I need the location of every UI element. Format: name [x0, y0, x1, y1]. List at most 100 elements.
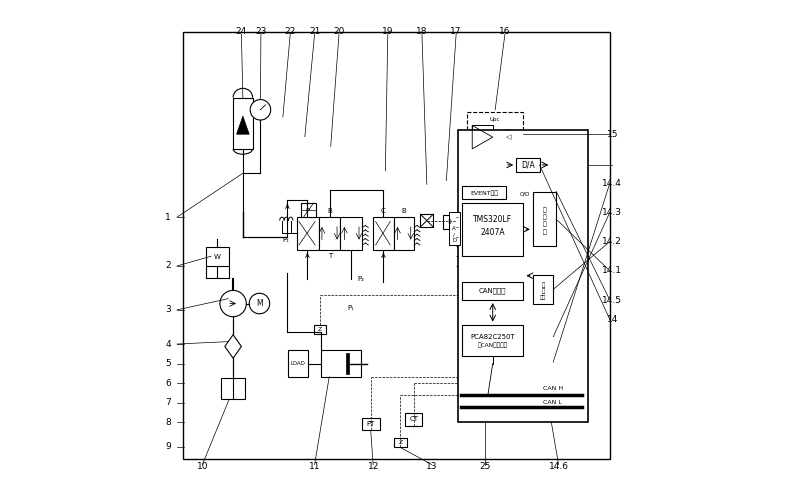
Text: P₁: P₁	[348, 305, 354, 311]
Text: M: M	[256, 299, 262, 308]
Text: 15: 15	[606, 130, 618, 139]
Text: EVENT模块: EVENT模块	[470, 190, 498, 196]
Bar	[421, 214, 433, 227]
Bar	[449, 212, 459, 245]
Text: 11: 11	[309, 462, 320, 470]
Text: 块: 块	[542, 229, 546, 235]
Text: 5: 5	[166, 359, 171, 368]
Text: 19: 19	[382, 27, 394, 36]
Bar	[405, 413, 422, 426]
Text: 12: 12	[367, 462, 379, 470]
Text: 模: 模	[542, 222, 546, 227]
Text: 25: 25	[480, 462, 491, 470]
Bar	[346, 353, 350, 374]
Text: PCA82C250T: PCA82C250T	[470, 334, 515, 340]
Text: A: A	[305, 253, 310, 259]
Bar	[462, 325, 523, 356]
Bar	[462, 282, 523, 300]
Text: 22: 22	[285, 27, 296, 36]
Text: A: A	[286, 204, 290, 210]
Bar	[458, 130, 588, 422]
Bar	[302, 203, 316, 217]
Bar	[462, 186, 506, 199]
Text: P₂: P₂	[358, 276, 365, 282]
Text: （CAN驱动器）: （CAN驱动器）	[478, 342, 508, 348]
Text: 14.5: 14.5	[602, 296, 622, 305]
Text: ◁: ◁	[506, 135, 511, 141]
Bar	[394, 217, 414, 250]
Text: 存: 存	[542, 207, 546, 213]
Text: 23: 23	[255, 27, 266, 36]
Bar	[183, 32, 610, 459]
Text: 24: 24	[236, 27, 247, 36]
Bar	[533, 192, 556, 246]
Text: 10: 10	[197, 462, 208, 470]
Bar	[533, 275, 554, 304]
Text: Upc: Upc	[490, 117, 501, 122]
Bar	[341, 217, 362, 250]
Text: 14.6: 14.6	[549, 462, 569, 470]
Text: 21: 21	[309, 27, 320, 36]
Text: /: /	[454, 232, 455, 237]
Text: 14.1: 14.1	[602, 266, 622, 275]
Text: O/D: O/D	[520, 192, 530, 197]
Bar	[318, 217, 341, 250]
Text: 14: 14	[606, 315, 618, 324]
Text: C: C	[381, 208, 386, 214]
Text: P: P	[306, 208, 310, 214]
Text: B: B	[401, 208, 406, 214]
Bar	[321, 350, 361, 377]
Text: A: A	[381, 253, 386, 259]
Text: D/A: D/A	[521, 161, 534, 169]
Bar	[288, 350, 308, 377]
Text: TMS320LF: TMS320LF	[473, 215, 512, 224]
Text: 3: 3	[166, 305, 171, 314]
Bar	[472, 125, 493, 149]
Text: 7: 7	[166, 398, 171, 407]
Text: 18: 18	[416, 27, 428, 36]
Text: 2407A: 2407A	[481, 228, 505, 237]
Text: CAN L: CAN L	[543, 400, 562, 405]
Bar	[394, 438, 407, 447]
Text: 电: 电	[542, 283, 545, 288]
Text: 8: 8	[166, 418, 171, 427]
Text: Z: Z	[398, 440, 402, 445]
Text: Z: Z	[318, 327, 322, 332]
Text: PT: PT	[366, 421, 375, 427]
Text: LOAD: LOAD	[290, 361, 306, 366]
Text: 1: 1	[166, 213, 171, 222]
Bar	[297, 217, 318, 250]
Bar	[462, 203, 523, 256]
Bar	[206, 247, 229, 266]
Text: 2: 2	[166, 262, 171, 270]
Bar	[233, 98, 253, 149]
Text: ↕: ↕	[446, 219, 452, 225]
Circle shape	[250, 293, 270, 314]
Text: 源: 源	[542, 288, 545, 294]
Text: 6: 6	[166, 379, 171, 387]
Bar	[221, 378, 246, 399]
Circle shape	[250, 100, 270, 120]
Bar	[443, 215, 456, 229]
Text: 16: 16	[499, 27, 510, 36]
Text: 20: 20	[334, 27, 345, 36]
Circle shape	[501, 130, 516, 145]
Circle shape	[220, 290, 246, 317]
Text: P₁: P₁	[282, 237, 290, 243]
Text: CAN控制器: CAN控制器	[479, 287, 506, 294]
Text: 4: 4	[166, 340, 171, 348]
Text: 14.2: 14.2	[602, 237, 622, 246]
Text: 模块: 模块	[540, 295, 546, 300]
Text: 14.3: 14.3	[602, 208, 622, 217]
Bar	[314, 325, 326, 334]
Text: CAN H: CAN H	[543, 386, 563, 391]
Text: T: T	[328, 253, 332, 259]
Polygon shape	[237, 116, 250, 134]
Text: W: W	[214, 254, 221, 260]
Text: 9: 9	[166, 442, 171, 451]
Bar	[373, 217, 394, 250]
Bar	[467, 112, 523, 157]
Text: 13: 13	[426, 462, 438, 470]
Bar	[362, 418, 379, 430]
Bar	[516, 158, 539, 172]
